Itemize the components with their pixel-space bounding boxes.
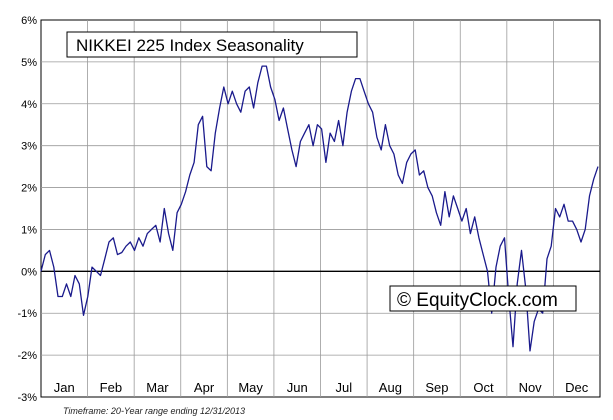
chart-title: NIKKEI 225 Index Seasonality bbox=[76, 36, 304, 55]
grid bbox=[40, 19, 601, 398]
y-tick-label: -3% bbox=[17, 392, 37, 404]
watermark-box: © EquityClock.com bbox=[389, 285, 577, 312]
month-label: Aug bbox=[379, 380, 402, 395]
x-axis-month-labels: Jan Feb Mar Apr May Jun Jul Aug Sep Oct Nov Dec bbox=[54, 380, 589, 395]
title-frame bbox=[66, 31, 358, 58]
watermark-frame bbox=[389, 285, 577, 312]
month-label: Mar bbox=[146, 380, 169, 395]
month-label: Jun bbox=[287, 380, 308, 395]
y-tick-label: 6% bbox=[21, 15, 37, 27]
y-tick-label: 0% bbox=[21, 266, 37, 278]
y-tick-label: 2% bbox=[21, 183, 37, 195]
watermark-text: © EquityClock.com bbox=[397, 290, 558, 311]
month-label: Nov bbox=[519, 380, 543, 395]
chart-title-box: NIKKEI 225 Index Seasonality bbox=[66, 31, 358, 58]
y-tick-label: 5% bbox=[21, 57, 37, 69]
month-label: Apr bbox=[194, 380, 215, 395]
month-label: May bbox=[238, 380, 263, 395]
month-label: Jul bbox=[335, 380, 352, 395]
month-label: Sep bbox=[425, 380, 448, 395]
y-axis-tick-labels: 6% 5% 4% 3% 2% 1% 0% -1% -2% -3% bbox=[17, 15, 37, 404]
y-tick-label: -1% bbox=[17, 308, 37, 320]
y-tick-label: 1% bbox=[21, 224, 37, 236]
series-line bbox=[40, 65, 599, 352]
month-label: Dec bbox=[565, 380, 589, 395]
timeframe-footnote: Timeframe: 20-Year range ending 12/31/20… bbox=[63, 406, 245, 416]
month-label: Feb bbox=[100, 380, 122, 395]
y-tick-label: 3% bbox=[21, 141, 37, 153]
y-tick-label: 4% bbox=[21, 99, 37, 111]
month-label: Jan bbox=[54, 380, 75, 395]
y-tick-label: -2% bbox=[17, 350, 37, 362]
month-label: Oct bbox=[473, 380, 494, 395]
